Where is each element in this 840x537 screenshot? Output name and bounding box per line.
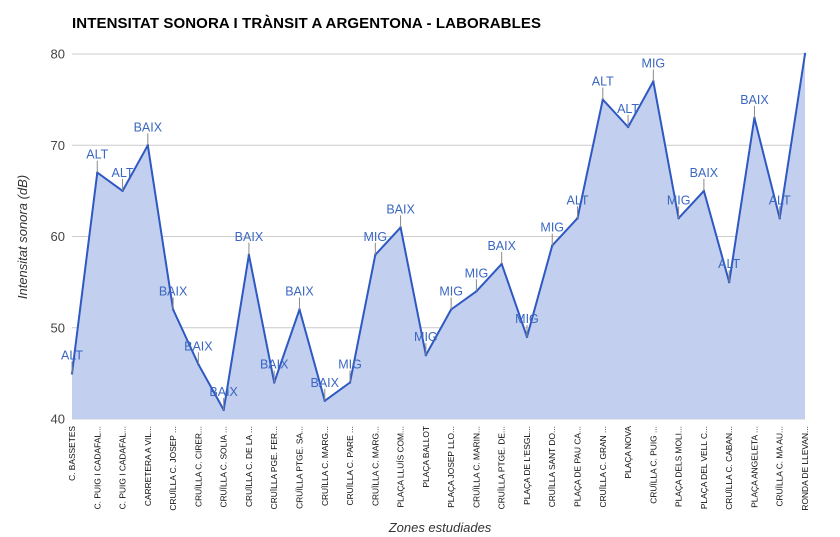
x-axis-title: Zones estudiades: [388, 520, 492, 535]
x-tick-label: CRUÏLLA PTGE. SA...: [295, 426, 305, 509]
y-tick-label: 60: [51, 229, 65, 244]
annotation-label: ALT: [718, 257, 740, 271]
area-layer: [70, 52, 807, 419]
annotation-label: ALT: [86, 148, 108, 162]
x-tick-label: C. PUIG I CADAFAL...: [118, 426, 128, 509]
annotation-label: MIG: [667, 193, 691, 207]
x-tick-label: PLAÇA JOSEP LLO...: [446, 426, 456, 508]
x-tick-label: CRUÏLLA C. MARG...: [320, 426, 330, 506]
x-tick-label: CRUÏLLA C. PUIG ...: [648, 426, 658, 504]
y-axis-ticks: 40 50 60 70 80: [51, 47, 65, 427]
x-tick-label: CRUÏLLA C. JOSEP ...: [168, 426, 178, 511]
annotation-label: BAIX: [260, 358, 289, 372]
annotation-label: BAIX: [285, 285, 314, 299]
data-annotations: ALTALTALTBAIXBAIXBAIXBAIXBAIXBAIXBAIXBAI…: [61, 56, 791, 410]
annotation-label: MIG: [364, 230, 388, 244]
x-tick-label: PLAÇA BALLOT: [421, 426, 431, 487]
annotation-label: MIG: [642, 56, 666, 70]
x-tick-label: CRUÏLLA PTGE. DE...: [497, 426, 507, 509]
annotation-label: BAIX: [184, 339, 213, 353]
x-tick-label: CRUÏLLA C. CABAN...: [724, 426, 734, 510]
annotation-label: ALT: [769, 193, 791, 207]
x-tick-label: CARRETERA A VIL...: [143, 426, 153, 506]
x-tick-label: C. BASSETES: [67, 426, 77, 481]
annotation-label: BAIX: [690, 166, 719, 180]
annotation-label: BAIX: [209, 385, 238, 399]
x-tick-label: CRUÏLLA C. DE LA ...: [244, 426, 254, 507]
annotation-label: MIG: [414, 330, 438, 344]
y-tick-label: 80: [51, 47, 65, 62]
y-tick-label: 70: [51, 138, 65, 153]
x-tick-label: C. PUIG I CADAFAL...: [92, 426, 102, 509]
x-tick-label: PLAÇA DE L'ESGL...: [522, 426, 532, 505]
annotation-label: BAIX: [159, 285, 188, 299]
annotation-label: ALT: [112, 166, 134, 180]
annotation-label: MIG: [439, 285, 463, 299]
x-tick-label: CRUÏLLA C. CIRER...: [193, 426, 203, 507]
y-axis-title: Intensitat sonora (dB): [15, 175, 30, 299]
y-tick-label: 40: [51, 412, 65, 427]
annotation-label: BAIX: [386, 202, 415, 216]
x-tick-label: PLAÇA NOVA: [623, 426, 633, 479]
annotation-label: BAIX: [311, 376, 340, 390]
annotation-label: BAIX: [134, 120, 163, 134]
annotation-label: MIG: [540, 221, 564, 235]
annotation-label: BAIX: [740, 93, 769, 107]
area-fill: [72, 54, 805, 419]
x-tick-label: PLAÇA DE PAU CA...: [573, 426, 583, 507]
x-tick-label: CRUÏLLA C. MARIN...: [471, 426, 481, 508]
annotation-label: MIG: [515, 312, 539, 326]
x-tick-label: CRUÏLLA C. MA AU...: [775, 426, 785, 507]
annotation-label: ALT: [61, 348, 83, 362]
x-tick-label: CRUÏLLA SANT DO...: [547, 426, 557, 507]
x-tick-label: RONDA DE LLEVAN...: [800, 426, 810, 511]
annotation-label: ALT: [567, 193, 589, 207]
x-axis-ticks: C. BASSETES C. PUIG I CADAFAL... C. PUIG I…: [67, 426, 810, 511]
x-tick-label: CRUÏLLA C. MARG...: [370, 426, 380, 506]
annotation-label: ALT: [617, 102, 639, 116]
annotation-label: BAIX: [487, 239, 516, 253]
x-tick-label: CRUÏLLA C. GRAN ...: [598, 426, 608, 507]
x-tick-label: PLAÇA DEL VELL C...: [699, 426, 709, 509]
y-tick-label: 50: [51, 320, 65, 335]
chart-title: INTENSITAT SONORA I TRÀNSIT A ARGENTONA …: [72, 15, 542, 32]
x-tick-label: CRUÏLLA PGE. FER...: [269, 426, 279, 509]
x-tick-label: PLAÇA LLUÍS COM...: [396, 426, 406, 507]
x-tick-label: CRUÏLLA C. PARE ...: [345, 426, 355, 505]
x-tick-label: CRUÏLLA C. SOLIA ...: [219, 426, 229, 507]
annotation-label: MIG: [338, 358, 362, 372]
annotation-label: BAIX: [235, 230, 264, 244]
annotation-label: ALT: [592, 75, 614, 89]
x-tick-label: PLAÇA ANGELETA ...: [749, 426, 759, 508]
data-point: [803, 52, 807, 56]
annotation-label: MIG: [465, 266, 489, 280]
x-tick-label: PLAÇA DELS MOLI...: [674, 426, 684, 507]
series-line: [71, 53, 806, 411]
